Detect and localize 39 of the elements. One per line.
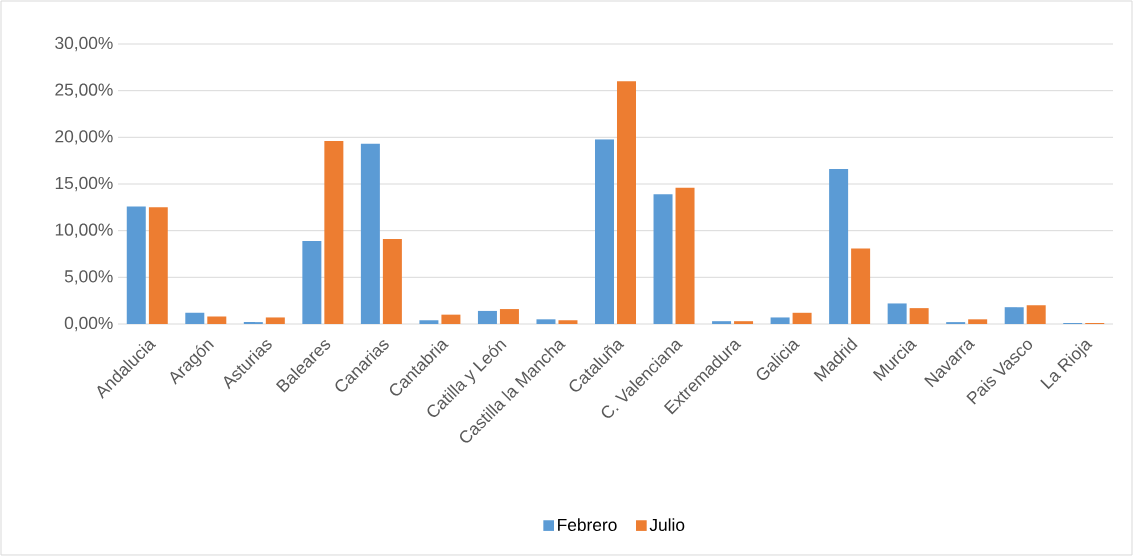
bar bbox=[207, 316, 227, 324]
y-tick-label: 10,00% bbox=[55, 223, 113, 238]
bar bbox=[770, 317, 790, 324]
bar bbox=[851, 248, 871, 324]
bar bbox=[148, 207, 168, 324]
bar bbox=[302, 240, 322, 324]
bar bbox=[617, 81, 636, 324]
bar bbox=[477, 310, 497, 324]
bar bbox=[324, 141, 344, 324]
y-tick-label: 0,00% bbox=[64, 316, 113, 332]
bar bbox=[265, 317, 285, 324]
y-tick-label: 30,00% bbox=[55, 36, 113, 52]
y-tick-label: 5,00% bbox=[64, 270, 113, 285]
bar bbox=[499, 309, 519, 324]
legend-label: Julio bbox=[649, 518, 685, 532]
bar bbox=[558, 320, 578, 324]
bar bbox=[441, 314, 461, 324]
bar bbox=[382, 239, 402, 324]
bar bbox=[734, 321, 754, 324]
y-tick-label: 25,00% bbox=[55, 83, 113, 98]
bar bbox=[887, 303, 907, 324]
bar bbox=[968, 319, 988, 324]
bar bbox=[792, 312, 812, 324]
legend-label: Febrero bbox=[558, 518, 617, 532]
bar bbox=[909, 308, 929, 324]
bar bbox=[1004, 307, 1024, 324]
bar bbox=[419, 320, 439, 324]
y-tick-label: 15,00% bbox=[55, 176, 113, 192]
bar bbox=[536, 319, 556, 324]
bar bbox=[595, 139, 614, 324]
bar bbox=[185, 312, 205, 324]
y-tick-label: 20,00% bbox=[55, 130, 113, 145]
bar bbox=[653, 194, 673, 324]
bar bbox=[126, 206, 146, 324]
bar bbox=[360, 143, 380, 324]
bar bbox=[712, 321, 732, 324]
bar bbox=[675, 187, 695, 324]
bar bbox=[829, 169, 849, 324]
bar bbox=[1026, 305, 1046, 324]
